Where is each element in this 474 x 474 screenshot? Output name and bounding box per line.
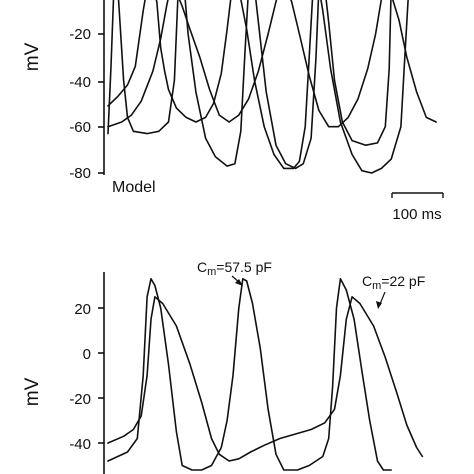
annotation-cm-57-value: =57.5 pF (216, 259, 272, 275)
bottom-y-tick-label: 20 (74, 301, 91, 318)
scale-bar-label: 100 ms (392, 206, 441, 223)
top-trace-2 (107, 0, 409, 174)
top-trace-1 (107, 0, 392, 170)
bottom-y-tick-label: -20 (69, 391, 91, 408)
annotation-cm-22-arrow (379, 291, 386, 305)
annotation-cm-57-sub: m (207, 266, 216, 278)
top-panel-label: Model (112, 179, 156, 196)
top-traces (107, 0, 437, 174)
top-y-tick-label: -80 (69, 165, 91, 182)
annotation-cm-22-value: =22 pF (381, 273, 425, 289)
bottom-y-tick-label: -40 (69, 436, 91, 453)
annotation-cm-22-c: C (362, 273, 372, 289)
bottom-trace-1 (107, 278, 392, 471)
top-y-tick-label: -20 (69, 26, 91, 43)
top-y-axis-label: mV (22, 42, 43, 71)
annotation-cm-22-arrowhead (376, 301, 382, 309)
annotation-cm-57-c: C (197, 259, 207, 275)
annotation-cm-22-sub: m (372, 280, 381, 292)
bottom-y-tick-labels: 20 0 -20 -40 (69, 301, 91, 453)
annotation-cm-57-label: Cm=57.5 pF (197, 259, 272, 278)
annotation-cm-22: Cm=22 pF (362, 273, 425, 309)
scale-bar: 100 ms (391, 192, 444, 223)
top-y-tick-labels: -20 -40 -60 -80 (69, 26, 91, 182)
annotation-cm-57: Cm=57.5 pF (197, 259, 272, 286)
bottom-panel: 20 0 -20 -40 mV Cm=57.5 pF Cm=22 pF (22, 259, 425, 474)
top-y-tick-label: -40 (69, 74, 91, 91)
bottom-trace-2 (107, 296, 424, 462)
annotation-cm-57-arrowhead (235, 279, 243, 286)
top-y-tick-label: -60 (69, 119, 91, 136)
top-y-ticks (98, 33, 104, 174)
bottom-y-ticks (98, 307, 104, 444)
bottom-y-axis-label: mV (22, 377, 43, 406)
bottom-traces (107, 278, 424, 471)
top-panel: -20 -40 -60 -80 mV Model 100 ms (22, 0, 444, 223)
bottom-y-tick-label: 0 (83, 346, 91, 363)
scale-bar-line (391, 192, 444, 198)
annotation-cm-22-label: Cm=22 pF (362, 273, 425, 292)
